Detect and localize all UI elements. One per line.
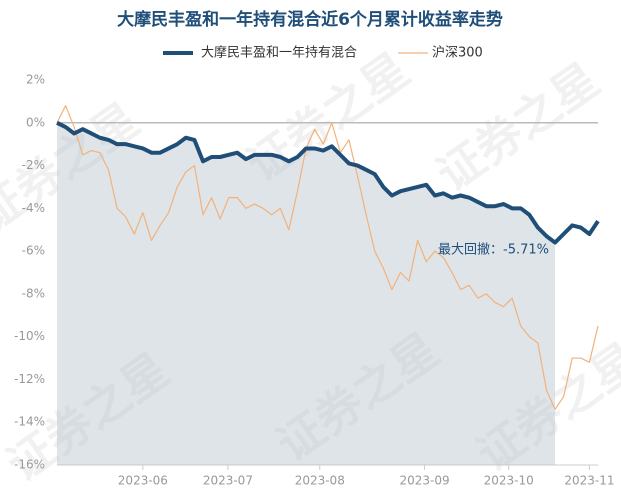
y-tick-label: -14% bbox=[14, 415, 45, 429]
legend-label: 大摩民丰盈和一年持有混合 bbox=[201, 45, 357, 61]
y-tick-label: -12% bbox=[14, 372, 45, 386]
y-tick-label: 0% bbox=[26, 115, 45, 129]
watermark: 证券之星 bbox=[427, 52, 609, 202]
legend-label: 沪深300 bbox=[432, 45, 483, 61]
x-tick-label: 2023-08 bbox=[295, 474, 345, 488]
y-tick-label: -2% bbox=[22, 158, 45, 172]
y-tick-label: 2% bbox=[26, 73, 45, 87]
x-tick-label: 2023-06 bbox=[118, 474, 168, 488]
y-tick-label: -6% bbox=[22, 244, 45, 258]
y-tick-label: -8% bbox=[22, 286, 45, 300]
line bbox=[56, 105, 599, 410]
y-tick-label: -16% bbox=[14, 458, 45, 472]
y-tick-label: -10% bbox=[14, 329, 45, 343]
line bbox=[56, 120, 600, 245]
x-tick-label: 2023-11 bbox=[564, 474, 614, 488]
x-tick-label: 2023-09 bbox=[399, 474, 449, 488]
annotation: 最大回撤：-5.71% bbox=[438, 242, 549, 258]
drawdown-area bbox=[57, 122, 556, 466]
x-tick-label: 2023-10 bbox=[484, 474, 534, 488]
chart-title: 大摩民丰盈和一年持有混合近6个月累计收益率走势 bbox=[117, 9, 503, 30]
x-tick-label: 2023-07 bbox=[203, 474, 253, 488]
y-tick-label: -4% bbox=[22, 201, 45, 215]
